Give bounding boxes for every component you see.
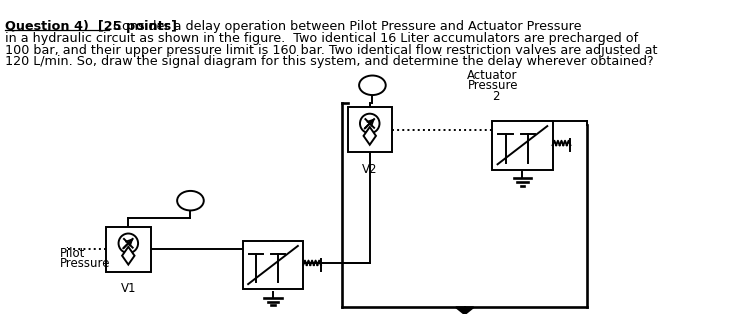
Polygon shape <box>456 307 474 314</box>
Text: 2: 2 <box>493 90 500 103</box>
Circle shape <box>118 233 138 253</box>
Text: Actuator: Actuator <box>467 69 518 82</box>
Text: in a hydraulic circuit as shown in the figure.  Two identical 16 Liter accumulat: in a hydraulic circuit as shown in the f… <box>5 32 638 45</box>
Text: V1: V1 <box>121 282 136 295</box>
Bar <box>106 227 150 272</box>
Bar <box>243 241 303 289</box>
Polygon shape <box>122 247 135 265</box>
Text: Pressure: Pressure <box>60 257 110 270</box>
Text: V2: V2 <box>362 163 377 175</box>
Text: Pressure: Pressure <box>467 79 518 92</box>
Text: Pilot: Pilot <box>60 247 86 260</box>
Text: Consider a delay operation between Pilot Pressure and Actuator Pressure: Consider a delay operation between Pilot… <box>109 21 581 34</box>
Text: Question 4)  [25 points]: Question 4) [25 points] <box>5 21 177 34</box>
Text: 120 L/min. So, draw the signal diagram for this system, and determine the delay : 120 L/min. So, draw the signal diagram f… <box>5 55 653 68</box>
Bar <box>347 108 392 152</box>
Ellipse shape <box>359 76 385 95</box>
Text: 100 bar, and their upper pressure limit is 160 bar. Two identical flow restricti: 100 bar, and their upper pressure limit … <box>5 44 658 57</box>
Circle shape <box>360 114 379 133</box>
Ellipse shape <box>177 191 204 210</box>
Polygon shape <box>364 127 376 145</box>
Bar <box>493 121 553 169</box>
